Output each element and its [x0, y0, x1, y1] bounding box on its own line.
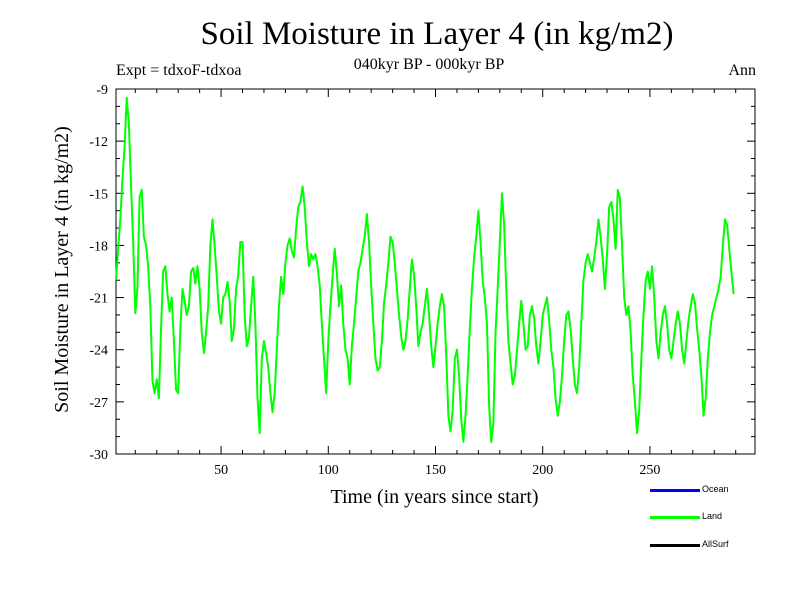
legend-item-ocean: Ocean [650, 484, 770, 498]
y-tick-label: -15 [89, 187, 108, 202]
legend-swatch-land [650, 516, 700, 519]
y-tick-label: -27 [89, 396, 108, 411]
plot-frame [115, 88, 756, 455]
y-tick-label: -21 [89, 292, 108, 307]
y-tick-label: -12 [89, 135, 108, 150]
series-layer [115, 96, 735, 443]
y-tick-label: -30 [89, 448, 108, 463]
x-tick-label: 250 [639, 463, 660, 478]
y-axis-label: Soil Moisture in Layer 4 (in kg/m2) [51, 126, 73, 413]
legend-label-land: Land [702, 511, 723, 521]
y-tick-label: -18 [89, 239, 108, 254]
season-label: Ann [728, 62, 756, 79]
x-tick-label: 150 [425, 463, 446, 478]
y-tick-label: -9 [96, 83, 108, 98]
legend-swatch-allsurf [650, 544, 700, 547]
legend-item-allsurf: AllSurf [650, 539, 770, 553]
series-line-land [115, 96, 735, 443]
x-tick-label: 100 [318, 463, 339, 478]
axis-ticks: 50 100 150 200 250 -30 -27 -24 -21 -18 -15 -12 -9 [89, 83, 755, 478]
legend-label-ocean: Ocean [702, 484, 729, 494]
legend-item-land: Land [650, 511, 770, 525]
chart-title: Soil Moisture in Layer 4 (in kg/m2) [200, 16, 674, 52]
x-tick-label: 50 [214, 463, 228, 478]
y-tick-label: -24 [89, 344, 108, 359]
legend-label-allsurf: AllSurf [702, 539, 729, 549]
x-axis-label: Time (in years since start) [330, 486, 538, 508]
chart-subtitle: 040kyr BP - 000kyr BP [353, 56, 505, 73]
legend-swatch-ocean [650, 489, 700, 492]
x-tick-label: 200 [532, 463, 553, 478]
experiment-label: Expt = tdxoF-tdxoa [116, 62, 242, 79]
